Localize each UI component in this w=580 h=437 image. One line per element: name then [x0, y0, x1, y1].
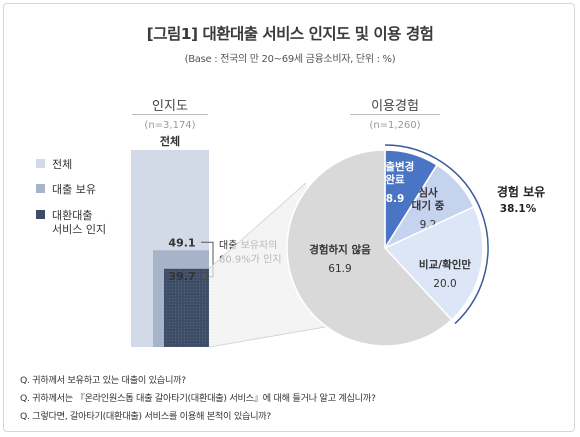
bar-service-aware	[164, 268, 209, 347]
pie-slice-1-label-1: 대기 중	[412, 199, 445, 212]
legend-swatch-loan-holders	[36, 184, 45, 193]
question-3: Q. 그렇다면, 갈아타기(대환대출) 서비스를 이용해 본적이 있습니까?	[20, 411, 272, 422]
usage-heading: 이용경험	[371, 99, 419, 114]
legend-label-total: 전체	[52, 158, 73, 171]
awareness-underline	[132, 114, 208, 115]
chart-subtitle: (Base : 전국의 만 20~69세 금융소비자, 단위 : %)	[184, 54, 396, 65]
pie-group-label: 경험 보유	[497, 184, 545, 199]
usage-underline	[350, 114, 440, 115]
legend-swatch-service-aware	[36, 210, 45, 219]
question-2: Q. 귀하께서는 『온라인원스톱 대출 갈아타기(대환대출) 서비스』에 대해 …	[20, 393, 376, 404]
bar-category-label: 전체	[160, 134, 180, 148]
bar-loan-holders-value: 49.1	[168, 236, 195, 249]
pie-slice-1-label-0: 심사	[418, 186, 438, 199]
chart-title: [그림1] 대환대출 서비스 인지도 및 이용 경험	[146, 25, 434, 43]
pie-slice-0-label-1: 완료	[385, 173, 405, 186]
bar-service-aware-value: 39.7	[168, 270, 195, 283]
question-1: Q. 귀하께서 보유하고 있는 대출이 있습니까?	[20, 375, 186, 386]
bar-bracket	[201, 241, 214, 278]
pie-slice-3	[286, 149, 453, 347]
pie-slice-3-label-0: 경험하지 않음	[309, 243, 371, 256]
usage-base: (n=1,260)	[369, 120, 421, 131]
legend-swatch-total	[36, 159, 45, 168]
pie-slice-2-label-0: 비교/확인만	[419, 258, 471, 271]
pie-group-outline	[384, 144, 489, 325]
legend-label-service-aware-1: 대환대출	[52, 209, 93, 222]
pie-group-value: 38.1%	[500, 203, 537, 215]
legend-label-service-aware-2: 서비스 인지	[52, 223, 107, 236]
bar-bracket-arrow	[201, 273, 205, 280]
legend-label-loan-holders: 대출 보유	[52, 183, 96, 196]
awareness-heading: 인지도	[152, 99, 188, 114]
pie-slice-2-value: 20.0	[433, 278, 456, 290]
pie-slice-2	[383, 205, 484, 321]
pie-slice-3-value: 61.9	[328, 263, 351, 275]
awareness-base: (n=3,174)	[144, 120, 196, 131]
pie-slice-0-value: 8.9	[386, 193, 405, 205]
